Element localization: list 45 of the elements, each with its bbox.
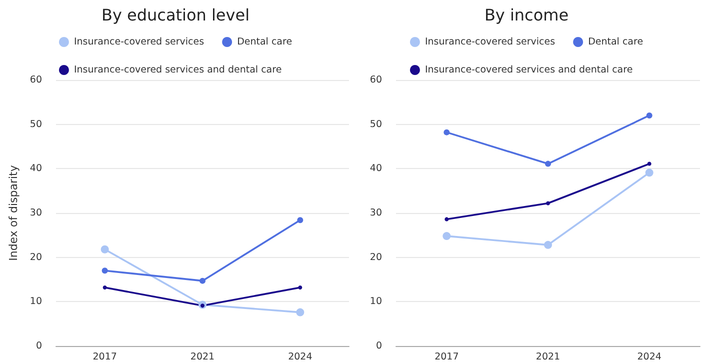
legend-label: Insurance-covered services (74, 36, 204, 48)
y-tick-label: 10 (370, 296, 382, 308)
legend-label: Dental care (237, 36, 292, 48)
point (102, 268, 108, 274)
y-tick-label: 50 (30, 118, 42, 130)
point (545, 160, 551, 167)
point (102, 285, 107, 290)
y-tick-label: 50 (370, 118, 382, 130)
y-tick-label: 0 (36, 340, 42, 352)
point (646, 112, 652, 118)
legend-label: Insurance-covered services and dental care (74, 64, 282, 76)
point (444, 129, 450, 136)
y-tick-label: 60 (30, 74, 42, 86)
x-tick-label: 2021 (190, 352, 215, 362)
chart-title: By education level (101, 6, 250, 24)
x-tick-label: 2017 (434, 352, 459, 362)
point (544, 240, 552, 249)
point (297, 217, 304, 224)
point (298, 285, 302, 290)
y-tick-label: 20 (30, 252, 42, 263)
point (200, 278, 206, 284)
point (444, 217, 449, 222)
chart-title: By income (484, 6, 569, 24)
y-tick-label: 20 (370, 252, 382, 263)
y-tick-label: 40 (370, 163, 382, 174)
x-tick-label: 2024 (637, 352, 662, 362)
point (100, 245, 109, 254)
point (296, 308, 304, 316)
point (647, 162, 652, 166)
y-tick-label: 0 (376, 340, 382, 352)
legend-label: Dental care (588, 36, 644, 48)
y-tick-label: 30 (370, 208, 382, 218)
point (645, 168, 654, 177)
point (442, 232, 451, 240)
y-tick-label: 60 (370, 74, 382, 86)
y-tick-label: 10 (30, 296, 42, 308)
legend-label: Insurance-covered services and dental care (424, 64, 633, 76)
y-tick-label: 40 (30, 163, 42, 174)
x-tick-label: 2017 (92, 352, 117, 362)
y-axis-title: Index of disparity (7, 164, 20, 261)
x-tick-label: 2021 (536, 352, 560, 362)
y-tick-label: 30 (30, 208, 42, 218)
x-tick-label: 2024 (288, 352, 312, 362)
point (546, 201, 550, 206)
legend-label: Insurance-covered services (424, 36, 556, 48)
